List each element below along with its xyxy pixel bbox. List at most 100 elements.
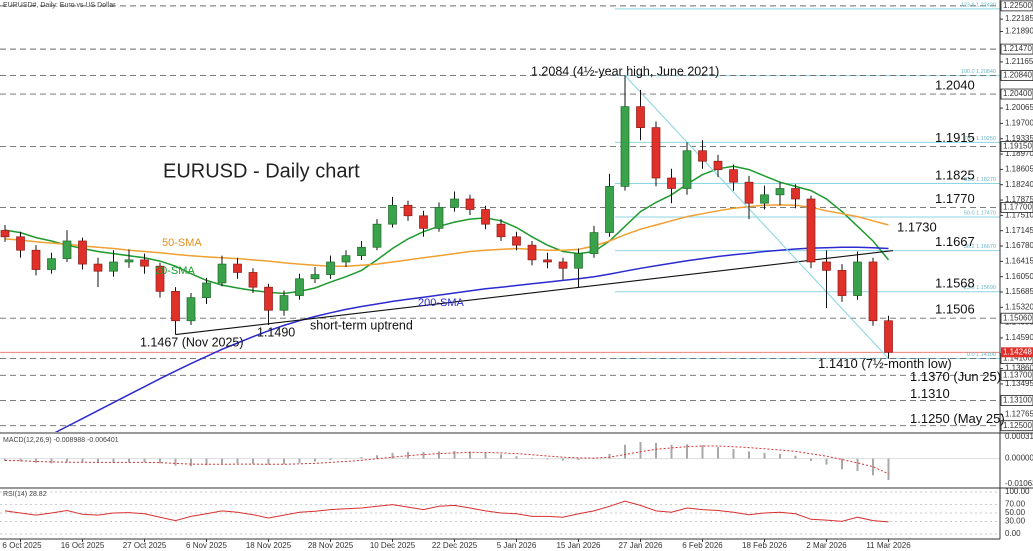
macd-bar: [453, 450, 456, 459]
y-tick-label: 1.21165: [1005, 57, 1033, 66]
candle-body: [853, 261, 862, 296]
candle-body: [791, 188, 800, 200]
y-tick-label: 1.20065: [1005, 103, 1033, 112]
sma-line: [54, 246, 889, 432]
price-box: [1000, 70, 1033, 81]
macd-bar: [717, 447, 719, 459]
last-price-box: [1001, 347, 1033, 358]
sma-line: [4, 165, 890, 295]
macd-bar: [577, 458, 580, 461]
candle-body: [264, 286, 273, 311]
macd-bar: [500, 454, 502, 459]
x-tick-label: 11 Mar 2026: [866, 541, 911, 550]
x-tick-label: 6 Oct 2025: [2, 541, 42, 550]
price-box: [1000, 420, 1033, 432]
candle-body: [279, 295, 289, 311]
macd-bar: [562, 458, 564, 461]
macd-bar: [50, 458, 53, 464]
macd-bar: [329, 458, 332, 461]
price-box: [1000, 88, 1033, 100]
macd-bar: [267, 458, 270, 465]
sma-line: [4, 204, 889, 267]
candle-body: [667, 177, 676, 189]
rsi-panel: [0, 491, 1000, 535]
candle-body: [481, 209, 490, 225]
candle-body: [0, 230, 10, 238]
candle-body: [341, 255, 351, 263]
macd-bar: [794, 455, 797, 459]
chart-header: EURUSD#, Daily: Euro vs US Dollar: [3, 2, 116, 9]
macd-bar: [748, 451, 750, 459]
rsi-header: RSI(14) 28.82: [3, 491, 47, 498]
macd-bar: [701, 445, 704, 459]
price-box: [1000, 201, 1033, 213]
candle-body: [868, 261, 878, 322]
macd-bar: [531, 458, 533, 459]
candle-body: [729, 169, 738, 183]
annotation: 1.1467 (Nov 2025): [140, 335, 244, 349]
candle-body: [62, 240, 72, 259]
level-label: 1.1915: [935, 130, 975, 145]
candle-body: [47, 258, 56, 270]
macd-signal: [4, 445, 889, 475]
macd-bar: [376, 455, 378, 459]
candle-body: [527, 244, 537, 261]
candle-body: [636, 106, 645, 128]
price-box: [1000, 369, 1033, 381]
x-tick-label: 6 Nov 2025: [186, 541, 227, 550]
candle-body: [419, 215, 428, 229]
price-box-label: 1.20840: [1003, 71, 1032, 80]
macd-bar: [484, 452, 487, 459]
candle-body: [744, 181, 754, 204]
series-label: 50-SMA: [162, 237, 202, 249]
y-tick-label: 1.19700: [1005, 119, 1033, 128]
x-tick-label: 27 Jan 2026: [618, 541, 663, 550]
main-panel: [0, 75, 894, 432]
level-label: 1.1568: [935, 276, 975, 291]
macd-bar: [872, 458, 874, 476]
macd-bar: [546, 458, 549, 460]
y-tick-label: 1.22185: [1005, 14, 1033, 23]
candle-body: [233, 263, 242, 273]
price-box-label: 1.14100: [1003, 354, 1032, 363]
candle-body: [496, 223, 506, 238]
macd-bar: [825, 458, 828, 465]
macd-bar: [732, 449, 735, 459]
macd-bar: [887, 458, 890, 481]
macd-bar: [841, 458, 843, 470]
macd-bar: [779, 453, 781, 459]
x-tick-label: 15 Jan 2026: [556, 541, 601, 550]
y-tick-label: 1.14590: [1005, 333, 1033, 342]
macd-bar: [283, 458, 285, 465]
candle-body: [295, 278, 304, 296]
price-box-label: 1.13700: [1003, 370, 1032, 379]
macd-bar: [314, 458, 316, 462]
macd-bar: [686, 444, 688, 459]
candle-body: [93, 263, 103, 272]
fib-label: 76.4 1.19250: [964, 136, 996, 142]
macd-bar: [205, 458, 208, 466]
fib-label: 123.6 1.22430: [961, 2, 996, 8]
level-label: 1.2040: [935, 77, 975, 92]
y-tick-label: 1.17145: [1005, 226, 1033, 235]
macd-bar: [159, 458, 161, 464]
candle-body: [78, 240, 87, 265]
y-tick-label: 50.00: [1005, 508, 1026, 517]
candle-body: [248, 272, 258, 288]
macd-bar: [515, 456, 518, 459]
fib-label: 38.2 1.16670: [964, 244, 996, 250]
fib-label: 0.0 1.14100: [967, 352, 996, 358]
candle-body: [372, 223, 382, 248]
price-box-label: 1.19150: [1003, 142, 1032, 151]
x-tick-label: 18 Feb 2026: [742, 541, 787, 550]
candle-body: [16, 236, 25, 251]
candle-body: [884, 320, 893, 353]
candle-body: [217, 263, 227, 284]
price-box: [1000, 395, 1033, 406]
price-box-label: 1.13100: [1003, 396, 1032, 405]
rsi-line: [4, 500, 889, 523]
x-tick-label: 18 Nov 2025: [246, 541, 292, 550]
x-tick-label: 28 Nov 2025: [308, 541, 354, 550]
y-tick-label: 1.12765: [1005, 410, 1033, 419]
